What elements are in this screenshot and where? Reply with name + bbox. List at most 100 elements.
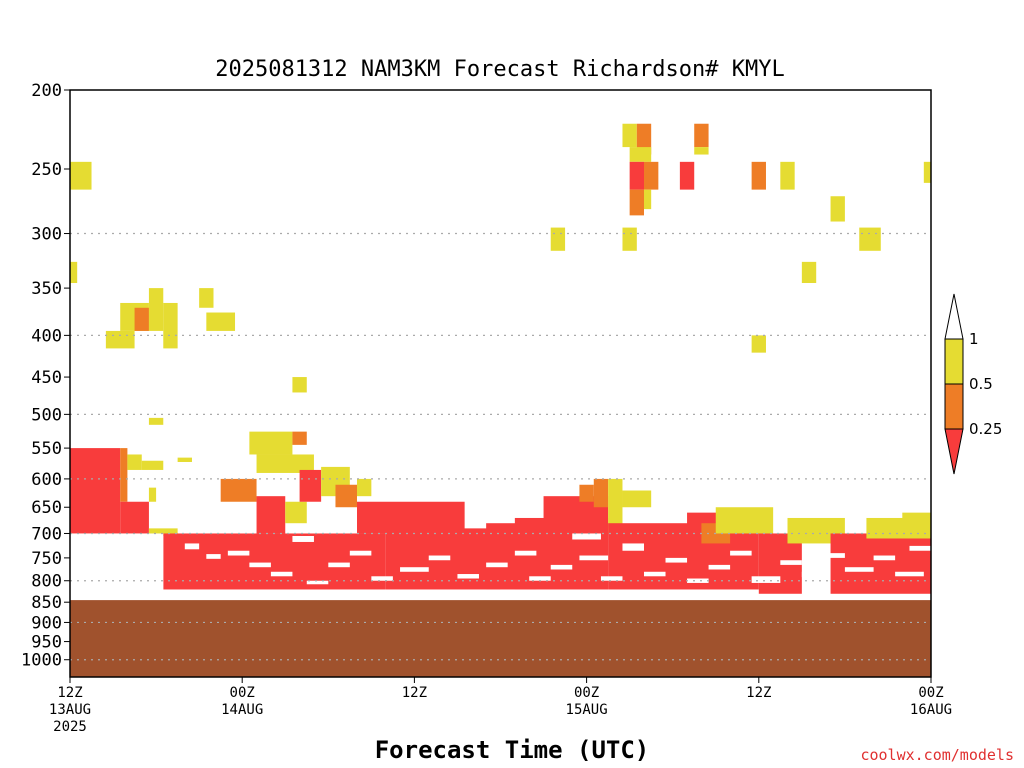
heatmap-gap [600,576,623,581]
y-tick-label: 900 [31,613,62,633]
heatmap-gap [687,578,709,583]
heatmap-cell [148,417,164,425]
plot-frame [69,89,932,678]
credit-text: coolwx.com/models [860,746,1014,764]
heatmap-cell [292,377,307,393]
x-tick-label: 12Z [57,685,82,701]
heatmap-gap [572,533,601,540]
colorbar-swatch [944,338,964,385]
heatmap-cell [629,189,644,216]
y-tick-label: 800 [31,572,62,592]
heatmap-gap [529,576,551,581]
heatmap-gap [895,571,924,577]
x-tick-label: 2025 [53,719,87,735]
heatmap-gap [730,550,752,556]
heatmap-cell [120,448,128,502]
heatmap-gap [486,562,508,568]
heatmap-gap [909,545,931,551]
heatmap-cell [636,123,652,155]
colorbar-upper-arrow [944,293,964,340]
heatmap-cell [163,302,178,349]
heatmap-gap [227,550,250,556]
heatmap-cell [285,501,307,524]
heatmap-cell [751,335,766,353]
colorbar-label: 1 [969,330,979,348]
y-tick-label: 250 [31,160,62,180]
heatmap-cell [593,478,609,508]
heatmap-cell [801,261,817,284]
heatmap-gap [514,550,537,556]
y-tick-label: 550 [31,439,62,459]
x-tick-label: 12Z [402,685,427,701]
heatmap-gap [550,564,573,570]
x-tick-label: 14AUG [221,702,263,718]
y-tick-label: 950 [31,633,62,653]
heatmap-gap [644,571,666,577]
heatmap-cell [299,469,322,502]
heatmap-gap [249,562,271,568]
ground-fill [70,600,931,677]
heatmap-cell [148,528,178,536]
heatmap-gap [306,580,329,585]
heatmap-cell [608,478,623,534]
heatmap-cell [249,431,293,455]
heatmap-cell [622,123,637,148]
heatmap-cell [830,533,931,594]
heatmap-cell [608,523,759,590]
heatmap-cell [644,189,652,210]
y-tick-label: 200 [31,81,62,101]
heatmap-cell [357,478,372,497]
heatmap-cell [148,288,164,331]
heatmap-cell [715,507,774,534]
plot-area [70,123,931,677]
colorbar-lower-arrow [944,428,964,475]
colorbar-legend: 1 0.5 0.25 [944,293,1002,475]
heatmap-gap [823,553,845,558]
y-tick-label: 300 [31,225,62,245]
heatmap-gap [665,557,688,563]
heatmap-gap [780,560,802,565]
heatmap-cell [694,147,709,155]
y-axis: 200 250 300 350 400 450 500 550 600 650 700 750 8008… [21,81,70,671]
y-tick-label: 700 [31,524,62,544]
heatmap-cell [70,448,121,534]
heatmap-gap [428,555,451,561]
heatmap-cell [780,161,795,190]
y-tick-label: 1000 [21,651,62,671]
colorbar-label: 0.5 [969,375,993,393]
heatmap-gap [328,562,350,568]
heatmap-cell [70,161,92,190]
heatmap-cell [199,288,214,308]
heatmap-gap [708,564,731,570]
heatmap-cell [579,484,594,502]
heatmap-cell [622,227,637,251]
y-tick-label: 600 [31,470,62,490]
heatmap-cell [629,161,644,190]
heatmap-cell [220,478,257,502]
y-tick-label: 850 [31,593,62,613]
heatmap-gap [751,576,781,583]
heatmap-gap [184,543,200,550]
heatmap-cell [644,161,659,190]
heatmap-gap [371,576,393,581]
heatmap-gap [873,555,896,561]
heatmap-gap [622,543,644,551]
heatmap-cell [335,484,357,508]
heatmap-gap [579,555,609,561]
heatmap-cell [70,261,78,284]
heatmap-cell [256,496,286,534]
heatmap-cell [177,457,192,462]
heatmap-gap [801,571,824,578]
heatmap-cell [357,501,465,534]
heatmap-cell [694,123,709,148]
heatmap-cell [629,147,652,162]
y-tick-label: 400 [31,326,62,346]
heatmap-cell [127,454,142,470]
heatmap-cell [148,487,157,502]
y-tick-label: 750 [31,549,62,569]
heatmap-cell [679,161,695,190]
colorbar-label: 0.25 [969,420,1002,438]
heatmap-cell [141,460,164,470]
x-tick-label: 00Z [230,685,255,701]
